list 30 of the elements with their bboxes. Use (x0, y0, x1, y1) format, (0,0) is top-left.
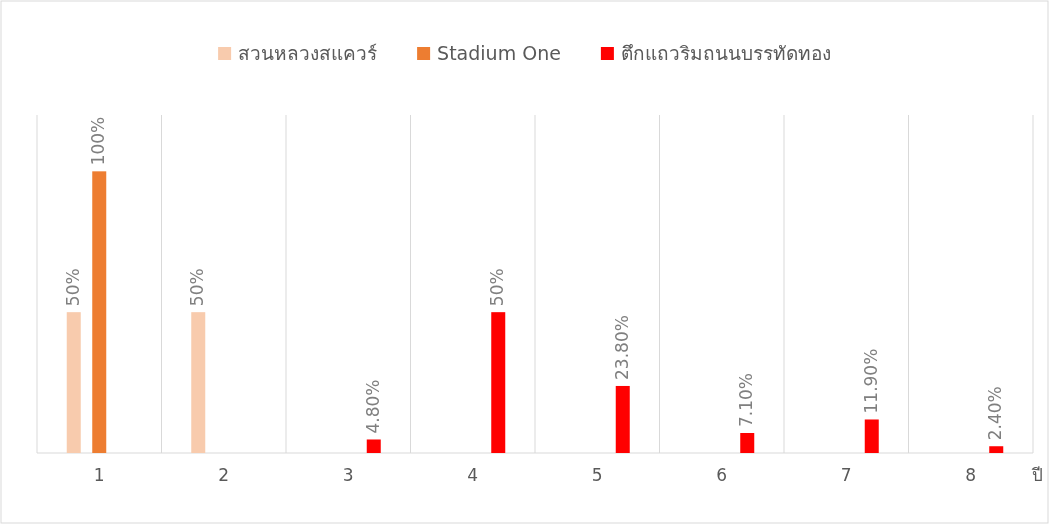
bar (491, 312, 506, 453)
data-label: 50% (187, 268, 208, 307)
bar (615, 385, 630, 453)
bar (66, 312, 81, 453)
data-label: 2.40% (985, 386, 1006, 441)
x-tick-label: 8 (965, 465, 977, 485)
data-label: 11.90% (860, 348, 881, 414)
x-tick-label: 5 (591, 465, 603, 485)
x-tick-label: 3 (342, 465, 354, 485)
legend-label: ตึกแถวริมถนนบรรทัดทอง (620, 41, 831, 64)
bar (191, 312, 206, 453)
data-label: 4.80% (362, 379, 383, 434)
bar (989, 446, 1004, 453)
legend-label: Stadium One (437, 41, 561, 64)
bar (864, 419, 879, 453)
bar (366, 439, 381, 453)
data-label: 23.80% (611, 315, 632, 380)
bar (740, 433, 755, 453)
data-label: 100% (88, 116, 109, 166)
x-tick-label: 7 (840, 465, 852, 485)
legend-label: สวนหลวงสแควร์ (238, 41, 378, 64)
data-label: 7.10% (736, 372, 757, 427)
x-tick-label: 2 (218, 465, 230, 485)
x-tick-label: 6 (716, 465, 728, 485)
data-label: 50% (487, 268, 508, 307)
bar (92, 171, 107, 453)
data-label: 50% (62, 268, 83, 307)
x-axis-title: ปี (1030, 465, 1043, 485)
x-tick-label: 4 (467, 465, 479, 485)
x-tick-label: 1 (93, 465, 105, 485)
